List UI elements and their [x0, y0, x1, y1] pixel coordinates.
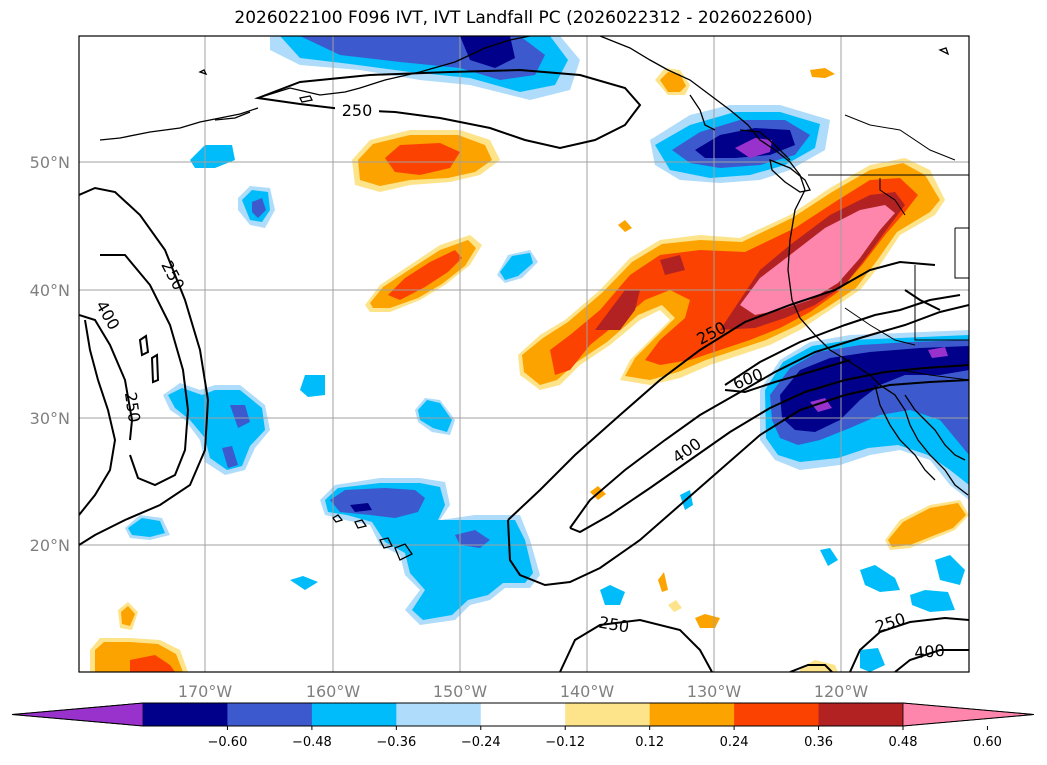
colorbar-segment: [565, 703, 651, 726]
lon-label: 120°W: [814, 682, 869, 701]
colorbar-segment: [480, 703, 566, 726]
colorbar-tick-label: 0.12: [635, 735, 664, 750]
colorbar-segment: [818, 703, 904, 726]
lat-label: 40°N: [30, 281, 70, 300]
colorbar-extend-high: [902, 702, 1035, 727]
political-borders: [808, 114, 969, 381]
colorbar-extend-low: [11, 702, 144, 727]
contour-label-bg: [335, 101, 379, 119]
colorbar-outline: [11, 702, 1035, 727]
ivt-contours: [79, 68, 969, 672]
colorbar-tick-label: 0.48: [889, 735, 918, 750]
contour-label: 250: [342, 101, 373, 120]
colorbar-segment: [143, 703, 228, 726]
lon-label: 160°W: [306, 682, 361, 701]
colorbar-tick-label: −0.60: [208, 735, 248, 750]
colorbar-segment: [396, 703, 482, 726]
lat-label: 30°N: [30, 409, 70, 428]
latitude-labels: 50°N 40°N 30°N 20°N: [30, 153, 70, 555]
colorbar-segment: [311, 703, 397, 726]
longitude-labels: 170°W 160°W 150°W 140°W 130°W 120°W: [178, 682, 869, 701]
lon-label: 170°W: [178, 682, 233, 701]
colorbar-segment: [649, 703, 735, 726]
lon-label: 130°W: [687, 682, 742, 701]
lon-label: 140°W: [560, 682, 615, 701]
map-title: 2026022100 F096 IVT, IVT Landfall PC (20…: [234, 8, 813, 28]
colorbar-tick-label: −0.24: [461, 735, 501, 750]
colorbar-tick-label: −0.12: [545, 735, 585, 750]
colorbar-ticks: −0.60 −0.48 −0.36 −0.24 −0.12 0.12 0.24 0.36 0.4…: [208, 726, 1002, 750]
contour-label: 250: [121, 391, 144, 424]
colorbar-tick-label: 0.60: [973, 735, 1002, 750]
lat-lon-grid: [79, 36, 969, 672]
colorbar-tick-label: 0.24: [720, 735, 749, 750]
colorbar: [11, 702, 1035, 727]
colorbar-tick-label: 0.36: [804, 735, 833, 750]
colorbar-tick-label: −0.36: [376, 735, 416, 750]
lat-label: 50°N: [30, 153, 70, 172]
colorbar-tick-label: −0.48: [292, 735, 332, 750]
contour-label: 400: [913, 641, 945, 663]
lon-label: 150°W: [433, 682, 488, 701]
colorbar-segment: [227, 703, 313, 726]
colorbar-segment: [734, 703, 820, 726]
positive-pc-regions: [90, 68, 969, 672]
map-frame: [78, 35, 970, 673]
lat-label: 20°N: [30, 536, 70, 555]
